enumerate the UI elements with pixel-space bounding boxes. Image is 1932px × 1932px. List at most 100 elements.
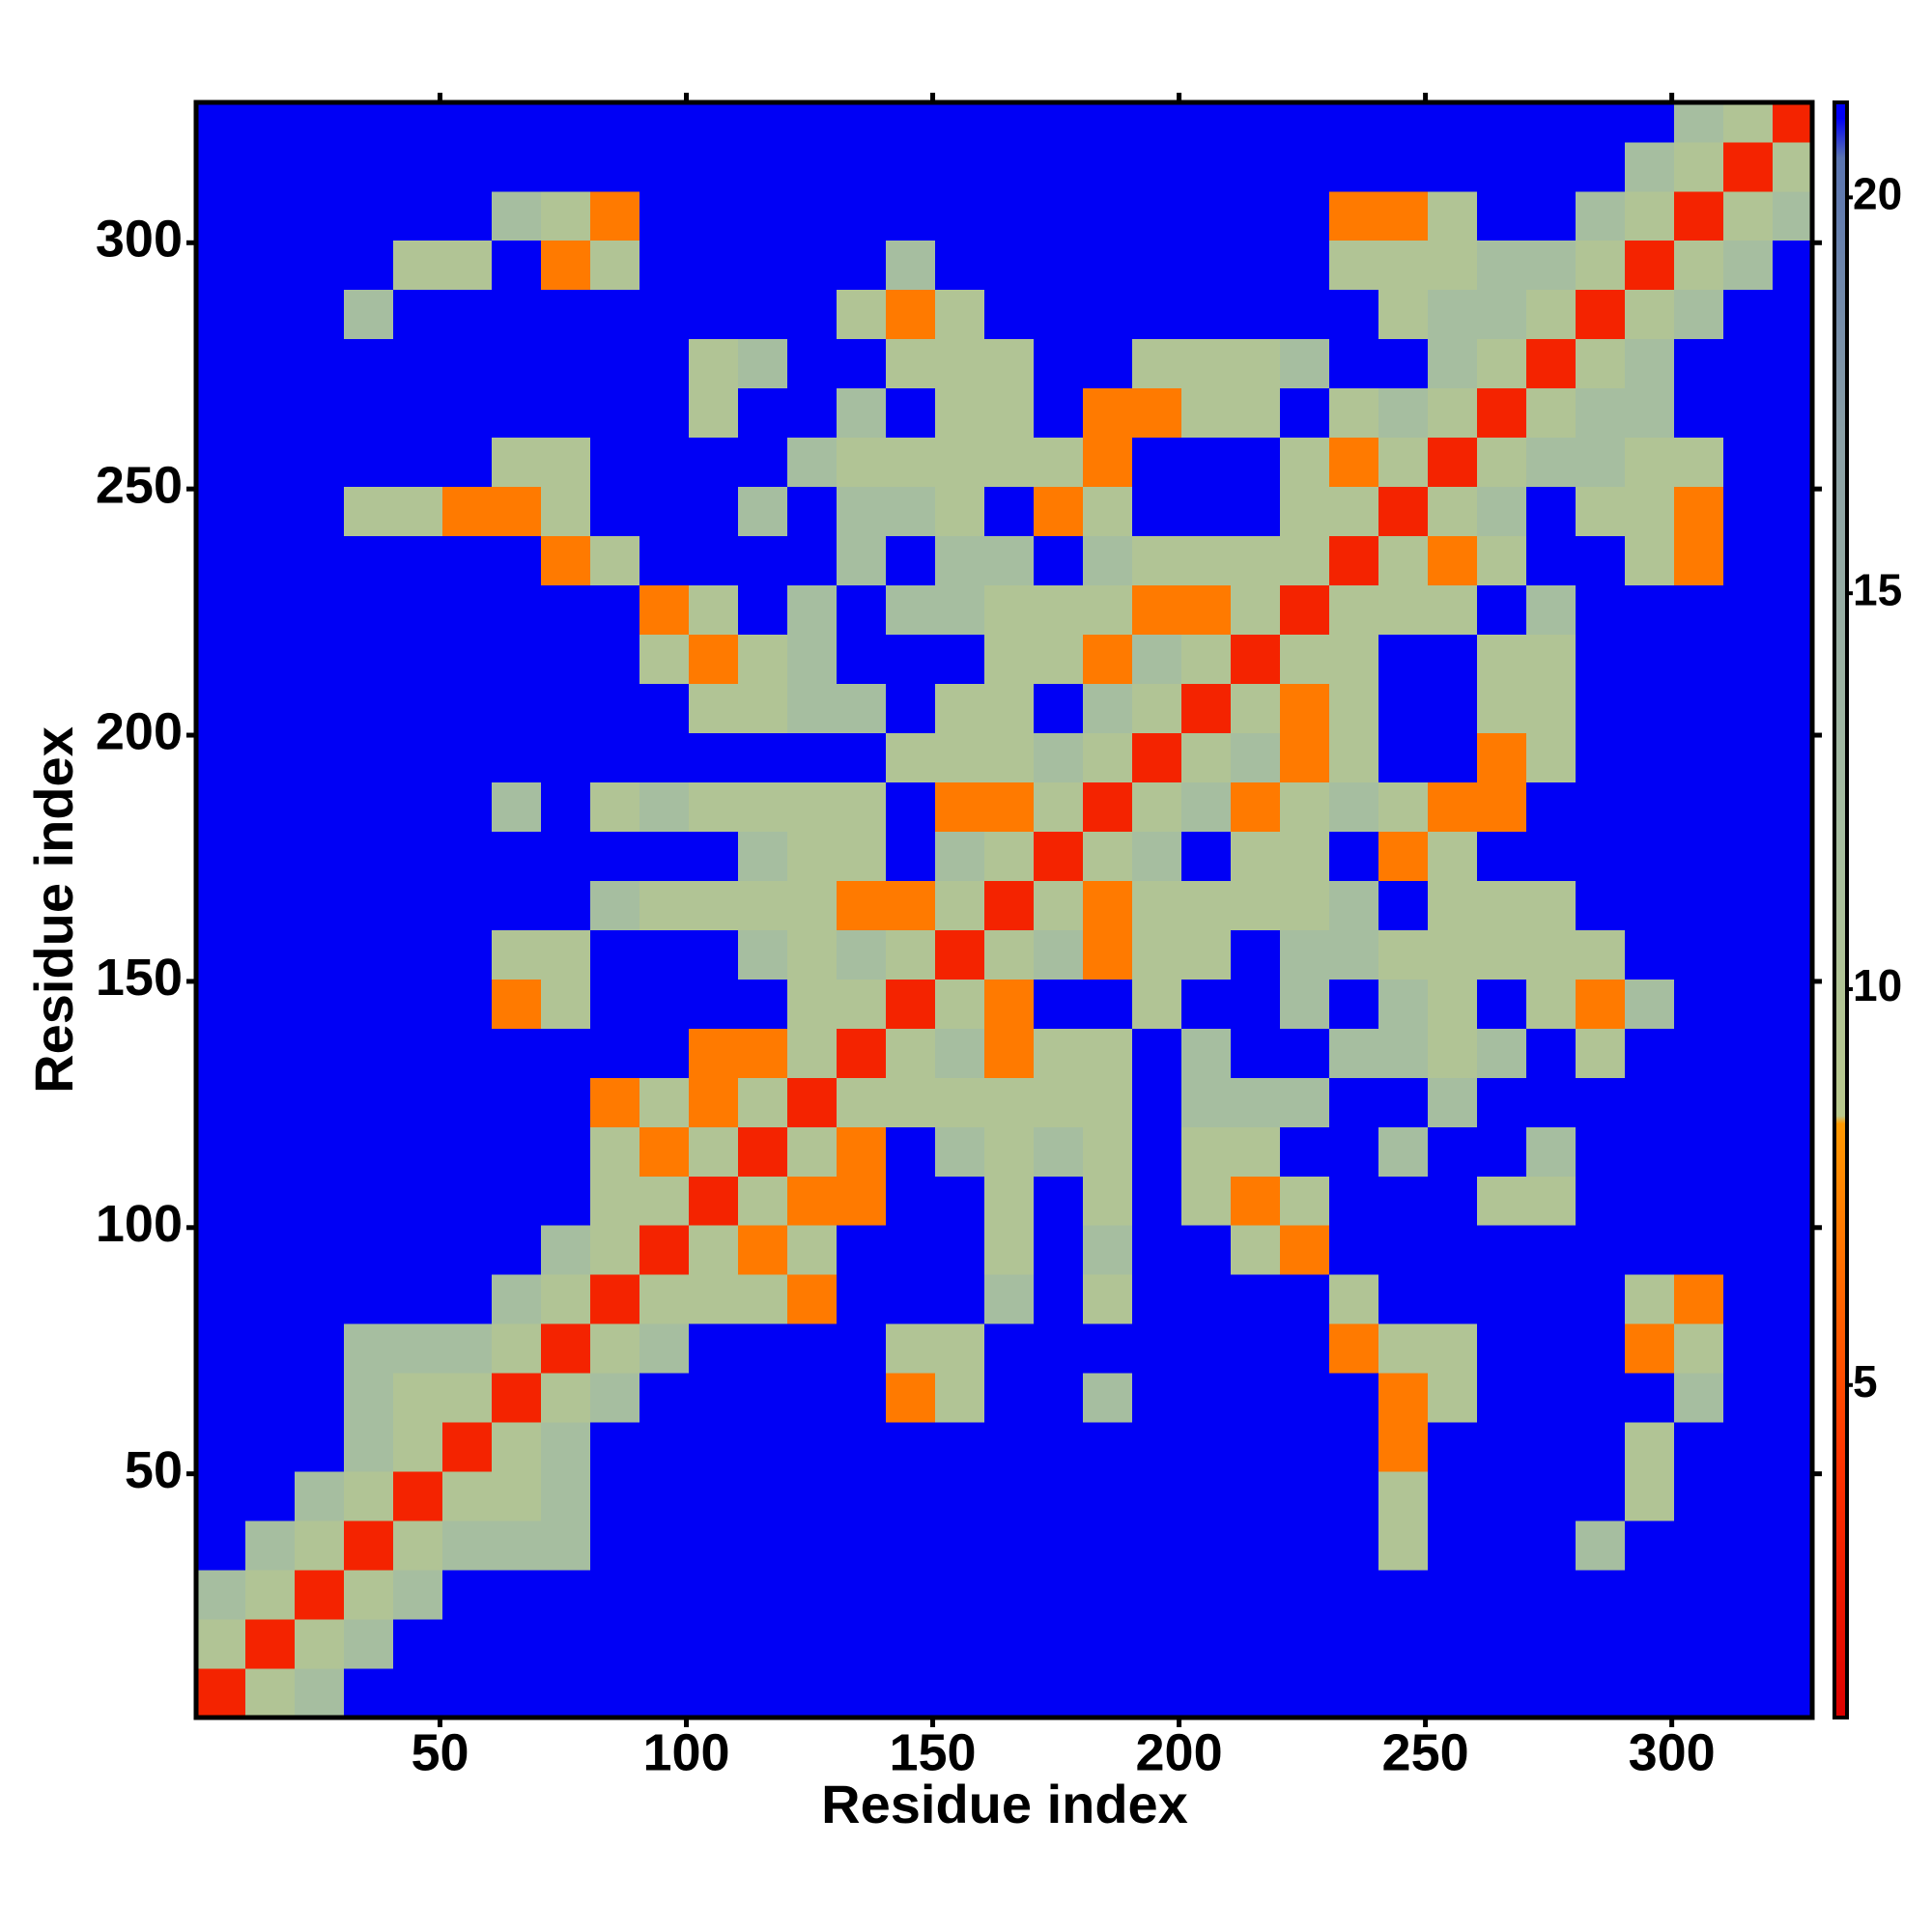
heatmap-cell	[492, 781, 542, 832]
heatmap-cell	[541, 683, 591, 733]
heatmap-cell	[393, 781, 443, 832]
heatmap-cell	[639, 437, 690, 488]
x-tick-label: 300	[1629, 1723, 1716, 1781]
heatmap-cell	[492, 1176, 542, 1226]
heatmap-cell	[886, 584, 936, 636]
heatmap-cell	[1773, 979, 1813, 1029]
heatmap-cell	[886, 190, 936, 242]
heatmap-cell	[393, 1323, 443, 1374]
heatmap-cell	[1083, 1028, 1133, 1078]
heatmap-cell	[689, 535, 739, 586]
heatmap-cell	[541, 240, 591, 291]
heatmap-cell	[837, 880, 887, 930]
heatmap-cell	[344, 1373, 394, 1423]
heatmap-cell	[1428, 102, 1478, 143]
heatmap-cell	[1083, 979, 1133, 1029]
heatmap-cell	[492, 831, 542, 881]
heatmap-cell	[1132, 732, 1182, 782]
heatmap-cell	[1674, 1471, 1724, 1521]
heatmap-cell	[1231, 190, 1281, 242]
heatmap-cell	[1477, 1126, 1527, 1177]
heatmap-cell	[787, 683, 838, 733]
heatmap-cell	[1477, 634, 1527, 685]
heatmap-cell	[245, 338, 296, 389]
heatmap-cell	[1378, 1225, 1429, 1275]
heatmap-cell	[1132, 831, 1182, 881]
heatmap-cell	[1329, 1176, 1379, 1226]
heatmap-cell	[492, 979, 542, 1029]
heatmap-cell	[1428, 732, 1478, 782]
heatmap-cell	[1378, 1323, 1429, 1374]
heatmap-cell	[295, 1422, 345, 1472]
heatmap-cell	[1477, 1176, 1527, 1226]
heatmap-cell	[1034, 1471, 1084, 1521]
heatmap-cell	[442, 634, 493, 685]
heatmap-cell	[1428, 1471, 1478, 1521]
heatmap-cell	[935, 289, 985, 340]
heatmap-cell	[1083, 584, 1133, 636]
heatmap-cell	[1231, 732, 1281, 782]
heatmap-cell	[492, 486, 542, 537]
y-axis-title: Residue index	[23, 726, 84, 1094]
heatmap-cell	[984, 535, 1035, 586]
heatmap-cell	[245, 1225, 296, 1275]
heatmap-cell	[689, 1570, 739, 1620]
heatmap-cell	[1773, 240, 1813, 291]
heatmap-cell	[1576, 1570, 1626, 1620]
heatmap-cell	[492, 1077, 542, 1127]
heatmap-cell	[1378, 831, 1429, 881]
heatmap-cell	[196, 1323, 246, 1374]
heatmap-cell	[1231, 1323, 1281, 1374]
heatmap-cell	[1428, 1028, 1478, 1078]
heatmap-cell	[1181, 240, 1232, 291]
heatmap-cell	[1477, 1323, 1527, 1374]
heatmap-cell	[1477, 880, 1527, 930]
heatmap-cell	[590, 1028, 640, 1078]
heatmap-cell	[1477, 1570, 1527, 1620]
heatmap-cell	[1181, 289, 1232, 340]
heatmap-cell	[245, 240, 296, 291]
heatmap-cell	[1576, 338, 1626, 389]
heatmap-cell	[1625, 831, 1675, 881]
heatmap-cell	[1181, 1619, 1232, 1669]
heatmap-cell	[1034, 1373, 1084, 1423]
heatmap-cell	[492, 190, 542, 242]
heatmap-cell	[1034, 141, 1084, 192]
heatmap-cell	[837, 1373, 887, 1423]
heatmap-cell	[1181, 1274, 1232, 1324]
heatmap-cell	[196, 1422, 246, 1472]
heatmap-cell	[295, 929, 345, 980]
heatmap-cell	[1132, 1176, 1182, 1226]
heatmap-cell	[1477, 732, 1527, 782]
heatmap-cell	[1625, 1520, 1675, 1571]
heatmap-cell	[1132, 1373, 1182, 1423]
heatmap-cell	[1723, 437, 1774, 488]
heatmap-cell	[344, 1028, 394, 1078]
heatmap-cell	[1625, 1619, 1675, 1669]
heatmap-cell	[590, 486, 640, 537]
heatmap-cell	[1674, 1520, 1724, 1571]
heatmap-cell	[1625, 1373, 1675, 1423]
heatmap-cell	[1723, 1619, 1774, 1669]
heatmap-cell	[1674, 880, 1724, 930]
heatmap-cell	[196, 338, 246, 389]
heatmap-cell	[837, 338, 887, 389]
heatmap-cell	[1329, 1373, 1379, 1423]
heatmap-cell	[886, 1274, 936, 1324]
heatmap-cell	[1378, 1126, 1429, 1177]
heatmap-cell	[886, 1126, 936, 1177]
heatmap-cell	[1723, 683, 1774, 733]
heatmap-cell	[1576, 1471, 1626, 1521]
heatmap-cell	[1231, 1176, 1281, 1226]
heatmap-cell	[1083, 1176, 1133, 1226]
heatmap-cell	[1477, 831, 1527, 881]
heatmap-cell	[1378, 486, 1429, 537]
heatmap-cell	[837, 1422, 887, 1472]
heatmap-cell	[639, 1028, 690, 1078]
heatmap-cell	[1329, 1077, 1379, 1127]
heatmap-cell	[1083, 1274, 1133, 1324]
heatmap-cell	[1181, 1570, 1232, 1620]
heatmap-cell	[1329, 437, 1379, 488]
heatmap-cell	[935, 1077, 985, 1127]
